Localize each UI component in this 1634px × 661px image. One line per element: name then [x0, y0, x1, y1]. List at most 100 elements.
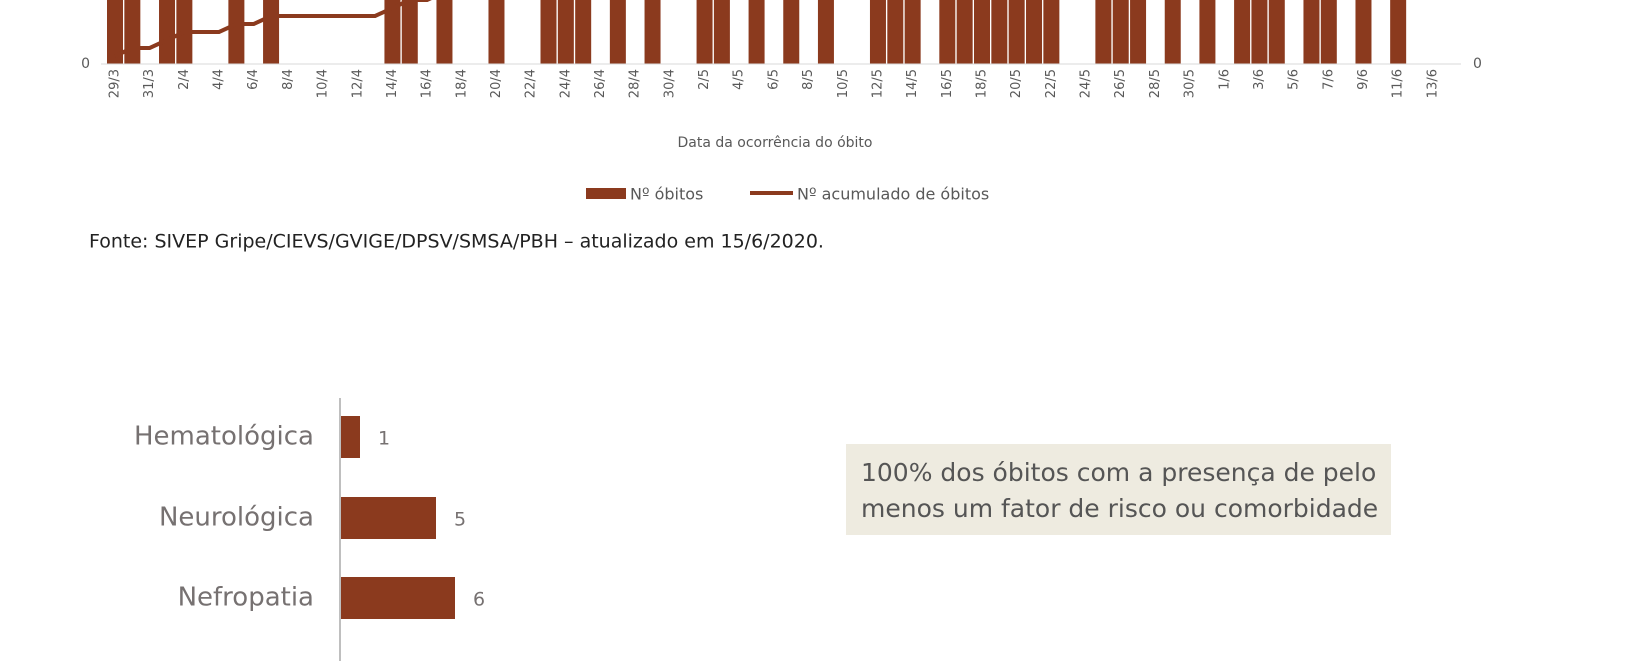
bar	[575, 0, 592, 64]
x-tick-label: 10/5	[836, 69, 851, 98]
bar	[540, 0, 557, 64]
bar	[644, 0, 661, 64]
bar	[228, 0, 245, 64]
bar	[696, 0, 713, 64]
bar	[869, 0, 886, 64]
value-label: 5	[454, 509, 466, 531]
bar	[1234, 0, 1251, 64]
value-label: 6	[473, 589, 485, 611]
bar	[341, 577, 455, 619]
x-tick-label: 14/4	[385, 69, 400, 98]
value-label: 1	[378, 428, 390, 450]
bar	[1390, 0, 1407, 64]
x-tick-label: 9/6	[1356, 69, 1371, 90]
bar	[817, 0, 834, 64]
callout-text: 100% dos óbitos com a presença de pelo	[861, 458, 1376, 487]
bar	[1130, 0, 1147, 64]
category-label: Neurológica	[159, 503, 314, 533]
x-tick-label: 30/5	[1183, 69, 1198, 98]
legend-swatch	[586, 188, 626, 199]
category-label: Hematológica	[134, 422, 314, 452]
callout-box	[846, 444, 1391, 535]
bar	[956, 0, 973, 64]
bar	[341, 416, 360, 458]
callout-text: menos um fator de risco ou comorbidade	[861, 494, 1378, 523]
x-tick-label: 28/5	[1148, 69, 1163, 98]
x-tick-label: 24/4	[558, 69, 573, 98]
x-tick-label: 12/5	[870, 69, 885, 98]
x-tick-label: 5/6	[1287, 69, 1302, 90]
x-tick-label: 20/5	[1009, 69, 1024, 98]
bar	[1026, 0, 1043, 64]
x-tick-label: 26/5	[1113, 69, 1128, 98]
x-tick-label: 20/4	[489, 69, 504, 98]
bar	[1008, 0, 1025, 64]
bar	[783, 0, 800, 64]
bar	[609, 0, 626, 64]
x-tick-label: 24/5	[1079, 69, 1094, 98]
bar	[939, 0, 956, 64]
x-tick-label: 14/5	[905, 69, 920, 98]
x-tick-label: 4/4	[212, 69, 227, 90]
bar	[1320, 0, 1337, 64]
bar	[384, 0, 401, 64]
bar	[1164, 0, 1181, 64]
bar	[991, 0, 1008, 64]
bar	[341, 497, 436, 539]
bar	[124, 0, 141, 64]
x-tick-label: 16/4	[420, 69, 435, 98]
x-tick-label: 18/5	[975, 69, 990, 98]
x-tick-label: 2/5	[697, 69, 712, 90]
bar	[401, 0, 418, 64]
x-tick-label: 16/5	[940, 69, 955, 98]
x-tick-label: 29/3	[108, 69, 123, 98]
x-tick-label: 28/4	[628, 69, 643, 98]
bar	[1355, 0, 1372, 64]
x-tick-label: 4/5	[732, 69, 747, 90]
bar	[1112, 0, 1129, 64]
y-tick-label: 0	[81, 56, 90, 72]
bar	[1251, 0, 1268, 64]
bar	[974, 0, 990, 64]
x-tick-label: 22/4	[524, 69, 539, 98]
x-axis-label: Data da ocorrência do óbito	[678, 135, 873, 151]
bar	[1095, 0, 1112, 64]
bar	[159, 0, 176, 64]
bar	[887, 0, 904, 64]
bar	[1268, 0, 1285, 64]
x-tick-label: 3/6	[1252, 69, 1267, 90]
line	[114, 0, 432, 58]
legend-label: Nº acumulado de óbitos	[797, 185, 989, 204]
category-label: Nefropatia	[178, 583, 314, 613]
x-tick-label: 31/3	[142, 69, 157, 98]
bar	[1043, 0, 1060, 64]
x-tick-label: 22/5	[1044, 69, 1059, 98]
bar	[107, 0, 123, 64]
bar	[904, 0, 921, 64]
source: Fonte: SIVEP Gripe/CIEVS/GVIGE/DPSV/SMSA…	[89, 231, 824, 253]
bar	[488, 0, 505, 64]
x-tick-label: 12/4	[350, 69, 365, 98]
x-tick-label: 8/4	[281, 69, 296, 90]
y2-tick-label: 0	[1473, 56, 1482, 72]
x-tick-label: 18/4	[454, 69, 469, 98]
x-tick-label: 13/6	[1425, 69, 1440, 98]
x-tick-label: 1/6	[1217, 69, 1232, 90]
bar	[557, 0, 574, 64]
x-tick-label: 6/5	[766, 69, 781, 90]
legend-label: Nº óbitos	[630, 185, 703, 204]
x-tick-label: 6/4	[246, 69, 261, 90]
bar	[263, 0, 280, 64]
bar	[436, 0, 453, 64]
x-tick-label: 11/6	[1391, 69, 1406, 98]
x-tick-label: 8/5	[801, 69, 816, 90]
x-tick-label: 10/4	[316, 69, 331, 98]
x-tick-label: 2/4	[177, 69, 192, 90]
bar	[748, 0, 765, 64]
x-tick-label: 7/6	[1321, 69, 1336, 90]
x-tick-label: 26/4	[593, 69, 608, 98]
bar	[713, 0, 730, 64]
bar	[1303, 0, 1320, 64]
